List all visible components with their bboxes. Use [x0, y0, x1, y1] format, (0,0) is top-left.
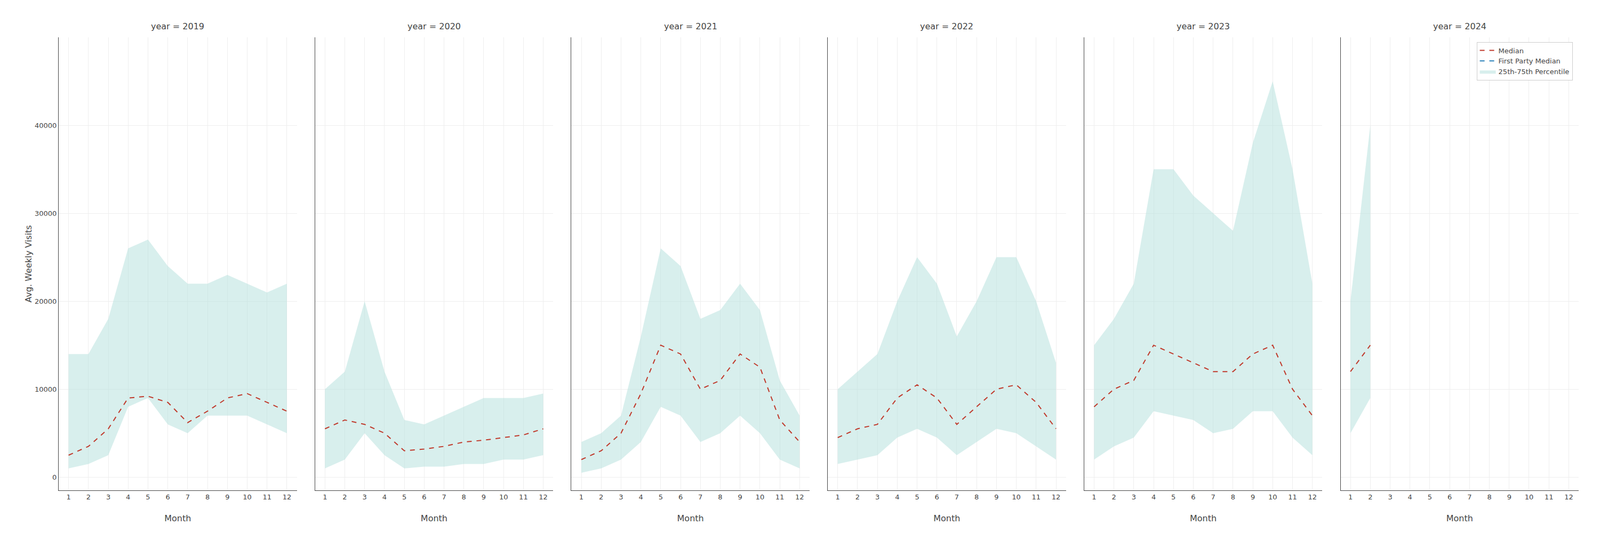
svg-text:11: 11	[775, 493, 785, 502]
svg-text:5: 5	[658, 493, 663, 502]
svg-text:1: 1	[322, 493, 327, 502]
svg-text:Avg. Weekly Visits: Avg. Weekly Visits	[23, 225, 34, 303]
svg-text:year = 2024: year = 2024	[1433, 21, 1487, 32]
svg-text:5: 5	[1171, 493, 1176, 502]
svg-text:3: 3	[106, 493, 111, 502]
svg-text:11: 11	[1288, 493, 1298, 502]
svg-text:11: 11	[262, 493, 272, 502]
svg-text:9: 9	[1507, 493, 1512, 502]
svg-text:7: 7	[441, 493, 446, 502]
svg-text:10: 10	[242, 493, 252, 502]
svg-text:10: 10	[755, 493, 765, 502]
svg-text:11: 11	[518, 493, 528, 502]
svg-text:1: 1	[835, 493, 840, 502]
svg-text:20000: 20000	[34, 297, 57, 306]
svg-text:6: 6	[678, 493, 683, 502]
svg-text:2: 2	[1111, 493, 1116, 502]
svg-text:7: 7	[698, 493, 703, 502]
svg-text:5: 5	[1427, 493, 1432, 502]
svg-text:6: 6	[421, 493, 427, 502]
svg-text:5: 5	[914, 493, 919, 502]
svg-text:4: 4	[125, 493, 131, 502]
svg-text:year = 2019: year = 2019	[150, 21, 205, 32]
svg-text:year = 2020: year = 2020	[407, 21, 461, 32]
svg-text:9: 9	[738, 493, 743, 502]
svg-text:1: 1	[1091, 493, 1096, 502]
svg-text:25th-75th Percentile: 25th-75th Percentile	[1498, 67, 1570, 76]
svg-text:3: 3	[618, 493, 623, 502]
svg-text:40000: 40000	[34, 121, 57, 130]
svg-text:6: 6	[1447, 493, 1452, 502]
svg-text:Month: Month	[164, 513, 191, 524]
svg-text:12: 12	[1051, 493, 1061, 502]
svg-text:11: 11	[1032, 493, 1042, 502]
svg-text:5: 5	[145, 493, 150, 502]
svg-text:0: 0	[52, 473, 57, 482]
svg-text:3: 3	[875, 493, 880, 502]
svg-text:11: 11	[1544, 493, 1554, 502]
svg-text:10: 10	[1524, 493, 1534, 502]
svg-text:9: 9	[1250, 493, 1255, 502]
svg-text:6: 6	[1190, 493, 1196, 502]
svg-text:12: 12	[795, 493, 805, 502]
svg-text:9: 9	[994, 493, 999, 502]
svg-text:Month: Month	[933, 513, 960, 524]
svg-text:8: 8	[1230, 493, 1236, 502]
svg-text:2: 2	[86, 493, 91, 502]
svg-text:Month: Month	[420, 513, 448, 524]
svg-text:6: 6	[934, 493, 940, 502]
svg-text:7: 7	[954, 493, 959, 502]
svg-text:3: 3	[362, 493, 367, 502]
svg-text:8: 8	[1486, 493, 1492, 502]
svg-text:2: 2	[1368, 493, 1373, 502]
svg-text:First Party Median: First Party Median	[1498, 57, 1561, 66]
svg-text:10000: 10000	[34, 385, 57, 394]
svg-text:6: 6	[165, 493, 171, 502]
svg-text:1: 1	[1348, 493, 1353, 502]
svg-text:12: 12	[282, 493, 292, 502]
svg-text:10: 10	[1268, 493, 1278, 502]
svg-text:year = 2021: year = 2021	[664, 21, 718, 32]
svg-text:4: 4	[638, 493, 643, 502]
svg-text:10: 10	[499, 493, 509, 502]
svg-text:3: 3	[1131, 493, 1136, 502]
svg-text:Median: Median	[1498, 46, 1524, 55]
svg-text:Month: Month	[677, 513, 704, 524]
svg-text:5: 5	[402, 493, 407, 502]
svg-text:4: 4	[382, 493, 387, 502]
svg-text:2: 2	[855, 493, 860, 502]
svg-text:7: 7	[1211, 493, 1216, 502]
svg-text:8: 8	[974, 493, 979, 502]
svg-text:12: 12	[538, 493, 548, 502]
svg-text:4: 4	[894, 493, 900, 502]
svg-text:9: 9	[225, 493, 230, 502]
svg-text:30000: 30000	[34, 209, 57, 218]
svg-text:4: 4	[1151, 493, 1156, 502]
svg-text:Month: Month	[1446, 513, 1474, 524]
svg-text:year = 2023: year = 2023	[1176, 21, 1230, 32]
svg-text:year = 2022: year = 2022	[920, 21, 974, 32]
svg-text:8: 8	[717, 493, 723, 502]
svg-text:9: 9	[481, 493, 486, 502]
svg-text:7: 7	[185, 493, 190, 502]
svg-text:8: 8	[461, 493, 467, 502]
svg-text:3: 3	[1387, 493, 1392, 502]
svg-text:7: 7	[1467, 493, 1472, 502]
svg-text:1: 1	[66, 493, 71, 502]
svg-text:Month: Month	[1189, 513, 1217, 524]
svg-text:4: 4	[1408, 493, 1413, 502]
svg-text:12: 12	[1564, 493, 1574, 502]
svg-text:1: 1	[579, 493, 584, 502]
svg-text:10: 10	[1011, 493, 1021, 502]
svg-text:2: 2	[342, 493, 347, 502]
svg-text:8: 8	[205, 493, 210, 502]
svg-text:2: 2	[598, 493, 604, 502]
svg-text:12: 12	[1307, 493, 1317, 502]
